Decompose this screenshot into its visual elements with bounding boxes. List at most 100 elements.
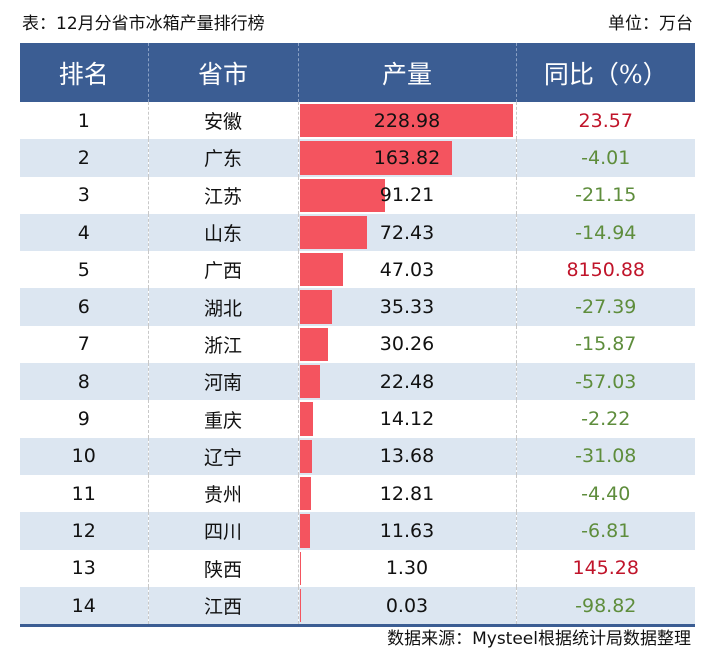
province-cell: 广西	[147, 251, 298, 289]
output-bar	[299, 402, 313, 436]
header-output: 产量	[297, 43, 516, 102]
province-cell: 江西	[147, 586, 298, 626]
province-cell: 江苏	[147, 176, 298, 214]
table-row: 13 陕西 1.30 145.28	[20, 549, 695, 587]
output-bar	[299, 588, 301, 623]
output-cell: 14.12	[297, 400, 516, 438]
yoy-cell: -14.94	[515, 213, 695, 252]
province-cell: 贵州	[147, 474, 298, 513]
header-yoy: 同比（%）	[515, 43, 695, 102]
output-value: 11.63	[379, 519, 435, 542]
output-cell: 91.21	[297, 176, 516, 214]
rank-cell: 6	[20, 288, 148, 326]
output-value: 228.98	[373, 109, 441, 132]
output-bar	[299, 365, 321, 399]
output-value: 163.82	[373, 146, 441, 169]
table-row: 12 四川 11.63 -6.81	[20, 512, 695, 550]
output-value: 35.33	[379, 296, 435, 319]
yoy-cell: 145.28	[515, 549, 695, 587]
rank-cell: 4	[20, 213, 148, 252]
output-value: 12.81	[379, 482, 435, 505]
output-bar	[299, 253, 344, 287]
output-value: 14.12	[379, 408, 435, 431]
table-row: 3 江苏 91.21 -21.15	[20, 176, 695, 214]
output-bar	[299, 514, 311, 548]
output-bar	[299, 215, 368, 250]
yoy-cell: -27.39	[515, 288, 695, 326]
output-cell: 0.03	[297, 586, 516, 626]
output-value: 47.03	[379, 258, 435, 281]
yoy-cell: -6.81	[515, 512, 695, 550]
rank-cell: 13	[71, 557, 96, 580]
table-row: 8 河南 22.48 -57.03	[20, 363, 695, 401]
province-cell: 四川	[147, 512, 298, 550]
header-rank: 排名	[20, 43, 148, 102]
province-cell: 重庆	[147, 400, 298, 438]
yoy-cell: 23.57	[515, 102, 695, 140]
output-bar	[299, 290, 333, 324]
rank-cell: 11	[71, 482, 96, 505]
table-row: 7 浙江 30.26 -15.87	[20, 325, 695, 364]
yoy-cell: -21.15	[515, 176, 695, 214]
table-row: 14 江西 0.03 -98.82	[20, 586, 695, 626]
table-row: 5 广西 47.03 8150.88	[20, 251, 695, 289]
output-value: 13.68	[379, 445, 435, 468]
rank-cell: 10	[20, 437, 148, 475]
province-cell: 辽宁	[147, 437, 298, 475]
output-cell: 12.81	[297, 474, 516, 513]
table-row: 9 重庆 14.12 -2.22	[20, 400, 695, 438]
rank-cell: 14	[20, 586, 148, 626]
yoy-cell: -4.40	[515, 474, 695, 513]
output-bar	[299, 327, 328, 362]
output-bar	[299, 551, 301, 585]
output-cell: 163.82	[297, 139, 516, 177]
rank-cell: 12	[20, 512, 148, 550]
rank-cell: 9	[77, 408, 90, 431]
yoy-cell: -57.03	[515, 363, 695, 401]
table-row: 1 安徽 228.98 23.57	[20, 102, 695, 140]
output-cell: 35.33	[297, 288, 516, 326]
table-row: 11 贵州 12.81 -4.40	[20, 474, 695, 513]
table-row: 10 辽宁 13.68 -31.08	[20, 437, 695, 475]
table-title: 表：12月分省市冰箱产量排行榜	[22, 14, 265, 34]
yoy-cell: -2.22	[515, 400, 695, 438]
output-cell: 72.43	[297, 213, 516, 252]
province-cell: 安徽	[147, 102, 298, 140]
yoy-cell: 8150.88	[515, 251, 695, 289]
yoy-cell: -98.82	[515, 586, 695, 626]
rank-cell: 7	[77, 333, 90, 356]
yoy-cell: -15.87	[515, 325, 695, 364]
rank-cell: 8	[20, 363, 148, 401]
yoy-cell: -4.01	[515, 139, 695, 177]
province-cell: 湖北	[147, 288, 298, 326]
table-row: 2 广东 163.82 -4.01	[20, 139, 695, 177]
rank-cell: 3	[77, 184, 90, 207]
source-note: 数据来源：Mysteel根据统计局数据整理	[387, 629, 691, 649]
output-bar	[299, 476, 312, 511]
rank-cell: 5	[77, 258, 90, 281]
output-bar	[299, 439, 313, 473]
output-bar	[299, 104, 514, 138]
output-cell: 30.26	[297, 325, 516, 364]
output-value: 1.30	[385, 557, 429, 580]
province-cell: 浙江	[147, 325, 298, 364]
output-cell: 1.30	[297, 549, 516, 587]
output-cell: 47.03	[297, 251, 516, 289]
output-value: 72.43	[379, 221, 435, 244]
rank-cell: 1	[77, 109, 90, 132]
ranking-table: 排名 省市 产量 同比（%） 1 安徽 228.98 23.57 2 广东 163…	[20, 43, 695, 628]
province-cell: 陕西	[147, 549, 298, 587]
output-value: 30.26	[379, 333, 435, 356]
output-cell: 228.98	[297, 102, 516, 140]
table-row: 4 山东 72.43 -14.94	[20, 213, 695, 252]
output-bar	[299, 141, 453, 175]
yoy-cell: -31.08	[515, 437, 695, 475]
output-value: 91.21	[379, 184, 435, 207]
header-province: 省市	[147, 43, 298, 102]
province-cell: 河南	[147, 363, 298, 401]
output-value: 22.48	[379, 370, 435, 393]
output-cell: 13.68	[297, 437, 516, 475]
province-cell: 山东	[147, 213, 298, 252]
unit-label: 单位：万台	[608, 14, 693, 34]
output-value: 0.03	[385, 594, 429, 617]
